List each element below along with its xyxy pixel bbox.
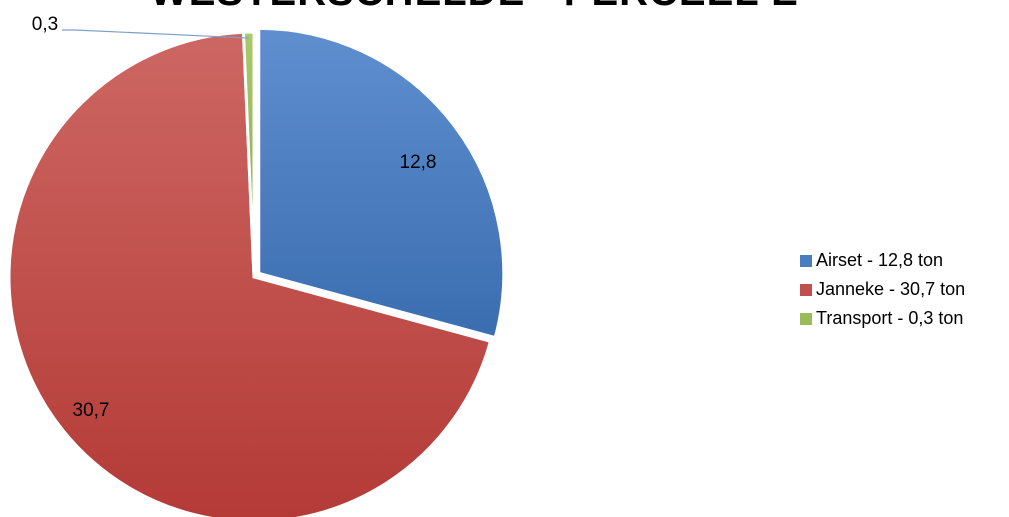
pie-slices — [7, 26, 506, 517]
legend-item-janneke: Janneke - 30,7 ton — [800, 275, 965, 304]
legend-swatch — [800, 312, 812, 325]
data-label-airset: 12,8 — [400, 152, 437, 173]
pie-data-labels: 12,8 30,7 0,3 — [32, 14, 437, 421]
chart-title: WESTERSCHELDE - PERCEEL E — [150, 0, 798, 15]
legend-item-transport: Transport - 0,3 ton — [800, 304, 965, 333]
legend-item-airset: Airset - 12,8 ton — [800, 246, 965, 275]
pie-slice-transport — [241, 30, 256, 278]
pie-slice-airset — [257, 26, 506, 340]
pie-slice-janneke — [7, 30, 493, 517]
chart-legend: Airset - 12,8 ton Janneke - 30,7 ton Trans… — [800, 246, 965, 333]
data-label-transport: 0,3 — [32, 14, 58, 35]
legend-swatch — [800, 254, 812, 267]
legend-label: Airset - 12,8 ton — [816, 250, 944, 270]
leader-line-transport — [62, 29, 249, 39]
legend-label: Transport - 0,3 ton — [816, 308, 964, 328]
legend-swatch — [800, 283, 812, 296]
legend-label: Janneke - 30,7 ton — [816, 279, 966, 299]
data-label-janneke: 30,7 — [73, 400, 110, 421]
